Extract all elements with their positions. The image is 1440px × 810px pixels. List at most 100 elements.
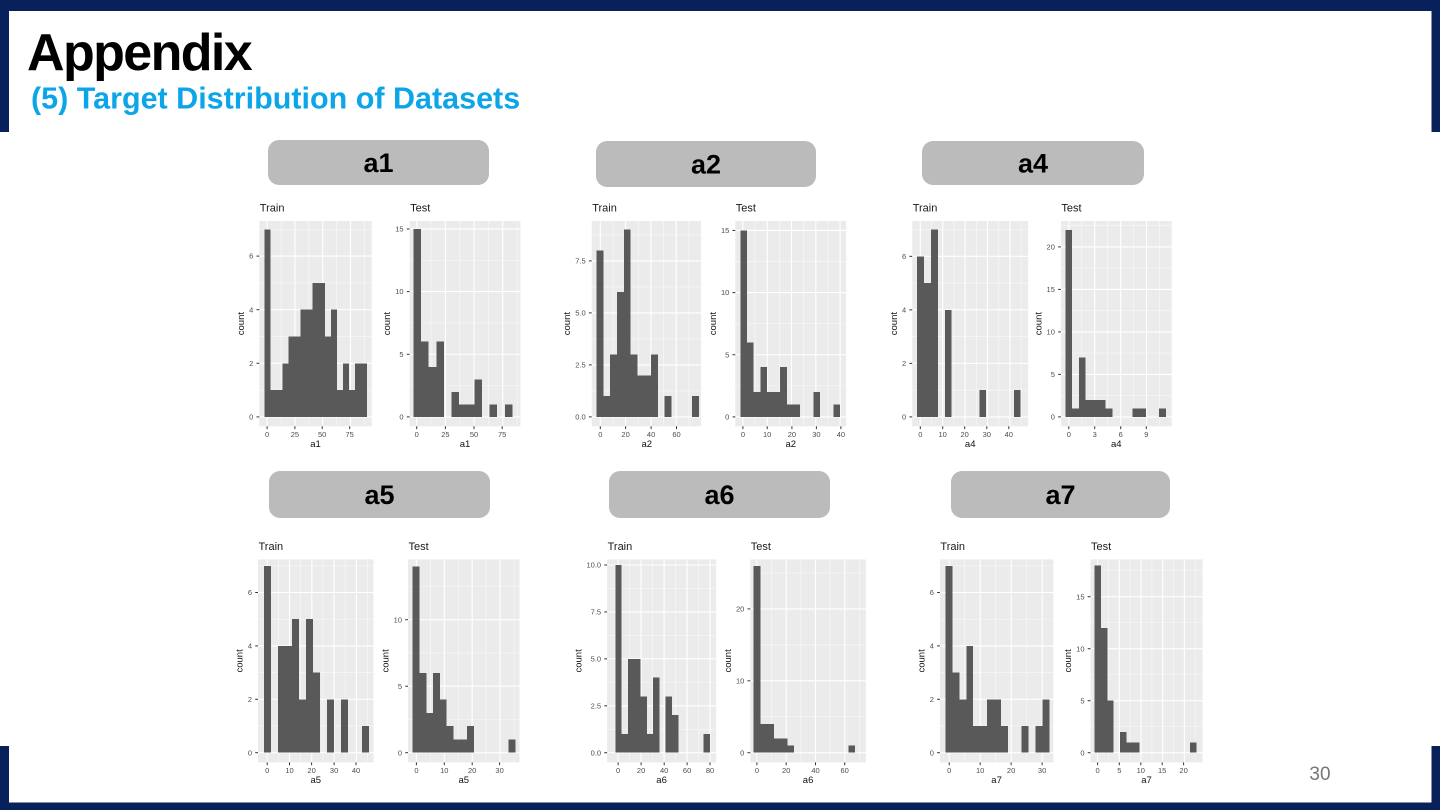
svg-text:2.5: 2.5 bbox=[591, 701, 601, 710]
svg-text:0: 0 bbox=[415, 430, 419, 439]
svg-text:20: 20 bbox=[637, 766, 645, 775]
svg-text:10: 10 bbox=[394, 615, 402, 624]
svg-text:15: 15 bbox=[1158, 766, 1166, 775]
svg-text:20: 20 bbox=[1047, 243, 1055, 252]
svg-text:50: 50 bbox=[318, 430, 326, 439]
svg-text:10.0: 10.0 bbox=[586, 561, 601, 570]
svg-text:15: 15 bbox=[721, 226, 729, 235]
svg-text:15: 15 bbox=[1076, 592, 1084, 601]
svg-text:4: 4 bbox=[930, 642, 934, 651]
svg-text:0: 0 bbox=[616, 766, 620, 775]
svg-text:0: 0 bbox=[947, 766, 951, 775]
svg-text:7.5: 7.5 bbox=[575, 257, 585, 266]
svg-text:count: count bbox=[381, 649, 392, 673]
svg-text:20: 20 bbox=[961, 430, 969, 439]
svg-text:20: 20 bbox=[1007, 766, 1015, 775]
svg-text:Test: Test bbox=[410, 203, 430, 215]
svg-text:Appendix: Appendix bbox=[27, 24, 253, 82]
svg-text:40: 40 bbox=[352, 766, 360, 775]
svg-text:Train: Train bbox=[592, 203, 617, 215]
svg-text:Test: Test bbox=[409, 541, 429, 553]
svg-text:0: 0 bbox=[902, 413, 906, 422]
svg-text:20: 20 bbox=[621, 430, 629, 439]
svg-text:5.0: 5.0 bbox=[591, 654, 601, 663]
svg-text:0: 0 bbox=[755, 766, 759, 775]
svg-text:2: 2 bbox=[249, 359, 253, 368]
svg-text:0: 0 bbox=[918, 430, 922, 439]
svg-text:20: 20 bbox=[1179, 766, 1187, 775]
svg-text:3: 3 bbox=[1093, 430, 1097, 439]
svg-text:0: 0 bbox=[249, 413, 253, 422]
svg-text:a7: a7 bbox=[1045, 480, 1075, 510]
svg-text:6: 6 bbox=[930, 588, 934, 597]
svg-text:Train: Train bbox=[608, 541, 633, 553]
svg-text:Train: Train bbox=[259, 541, 284, 553]
svg-text:10: 10 bbox=[939, 430, 947, 439]
svg-text:4: 4 bbox=[902, 305, 906, 314]
svg-text:10: 10 bbox=[440, 766, 448, 775]
svg-text:a5: a5 bbox=[459, 775, 470, 786]
svg-text:7.5: 7.5 bbox=[591, 608, 601, 617]
svg-text:20: 20 bbox=[782, 766, 790, 775]
svg-text:5: 5 bbox=[398, 682, 402, 691]
svg-text:a6: a6 bbox=[803, 775, 814, 786]
svg-text:Test: Test bbox=[736, 203, 756, 215]
svg-text:0.0: 0.0 bbox=[575, 413, 585, 422]
svg-text:0: 0 bbox=[1080, 748, 1084, 757]
svg-text:0: 0 bbox=[265, 766, 269, 775]
svg-text:0: 0 bbox=[930, 748, 934, 757]
svg-text:a5: a5 bbox=[364, 480, 394, 510]
svg-text:5: 5 bbox=[1117, 766, 1121, 775]
svg-text:10: 10 bbox=[1137, 766, 1145, 775]
svg-text:10: 10 bbox=[1047, 328, 1055, 337]
svg-text:6: 6 bbox=[1119, 430, 1123, 439]
svg-text:5.0: 5.0 bbox=[575, 309, 585, 318]
svg-text:a2: a2 bbox=[786, 439, 797, 450]
svg-text:15: 15 bbox=[1047, 285, 1055, 294]
svg-text:Test: Test bbox=[1061, 203, 1081, 215]
svg-text:20: 20 bbox=[307, 766, 315, 775]
svg-text:(5) Target Distribution of Dat: (5) Target Distribution of Datasets bbox=[31, 82, 520, 116]
svg-text:20: 20 bbox=[788, 430, 796, 439]
svg-text:0: 0 bbox=[248, 748, 252, 757]
svg-text:4: 4 bbox=[248, 642, 252, 651]
svg-text:a4: a4 bbox=[1111, 439, 1122, 450]
svg-text:30: 30 bbox=[1309, 764, 1330, 785]
svg-text:2: 2 bbox=[248, 695, 252, 704]
svg-text:40: 40 bbox=[660, 766, 668, 775]
svg-text:10: 10 bbox=[763, 430, 771, 439]
svg-text:a4: a4 bbox=[1018, 149, 1048, 179]
svg-text:count: count bbox=[708, 312, 719, 336]
svg-text:count: count bbox=[562, 312, 573, 336]
svg-text:30: 30 bbox=[983, 430, 991, 439]
svg-text:a6: a6 bbox=[656, 775, 667, 786]
svg-text:4: 4 bbox=[249, 305, 253, 314]
svg-text:0: 0 bbox=[740, 748, 744, 757]
svg-text:a1: a1 bbox=[460, 439, 471, 450]
svg-text:count: count bbox=[889, 312, 900, 336]
svg-text:count: count bbox=[236, 312, 247, 336]
svg-text:count: count bbox=[723, 649, 734, 673]
svg-text:40: 40 bbox=[811, 766, 819, 775]
svg-text:count: count bbox=[1034, 312, 1045, 336]
svg-text:Train: Train bbox=[260, 203, 285, 215]
svg-text:Test: Test bbox=[751, 541, 771, 553]
svg-text:5: 5 bbox=[725, 350, 729, 359]
svg-text:80: 80 bbox=[706, 766, 714, 775]
svg-text:a7: a7 bbox=[1141, 775, 1152, 786]
svg-text:0.0: 0.0 bbox=[591, 748, 601, 757]
svg-text:30: 30 bbox=[330, 766, 338, 775]
svg-text:a1: a1 bbox=[310, 439, 321, 450]
svg-text:6: 6 bbox=[249, 252, 253, 261]
svg-text:6: 6 bbox=[248, 588, 252, 597]
svg-text:15: 15 bbox=[395, 225, 403, 234]
svg-text:30: 30 bbox=[812, 430, 820, 439]
svg-text:60: 60 bbox=[683, 766, 691, 775]
svg-text:0: 0 bbox=[398, 748, 402, 757]
svg-text:2: 2 bbox=[930, 695, 934, 704]
svg-text:0: 0 bbox=[1067, 430, 1071, 439]
svg-text:60: 60 bbox=[672, 430, 680, 439]
svg-text:0: 0 bbox=[725, 413, 729, 422]
svg-text:10: 10 bbox=[1076, 644, 1084, 653]
svg-text:40: 40 bbox=[837, 430, 845, 439]
